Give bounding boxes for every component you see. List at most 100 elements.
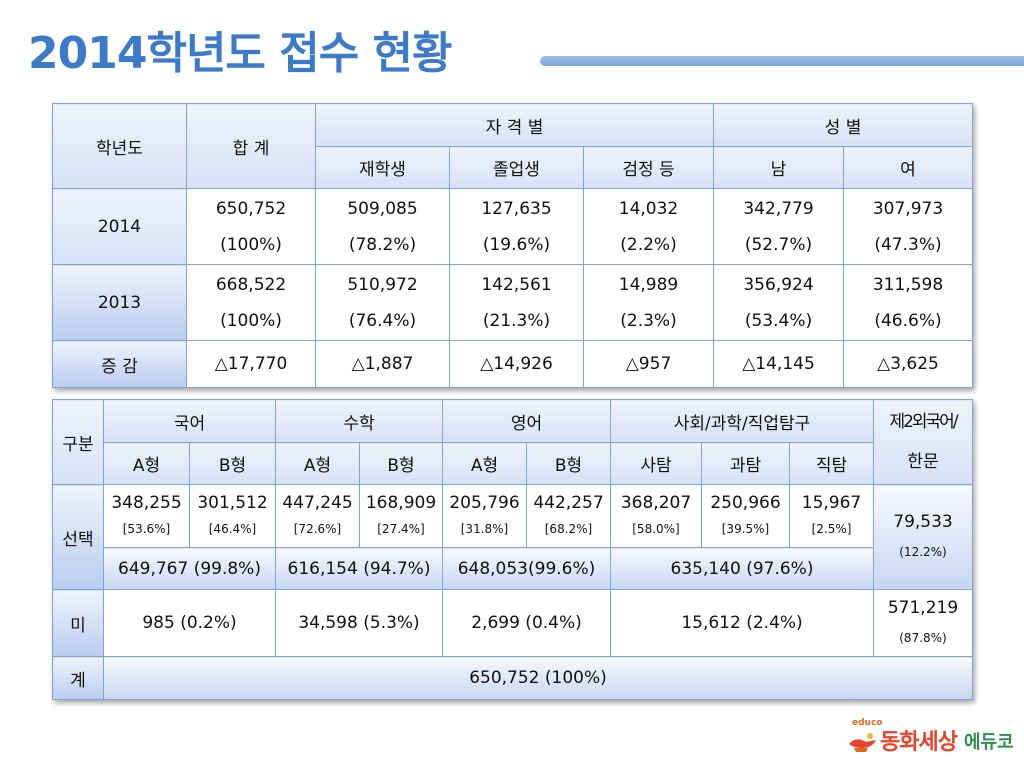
- value-number: 79,533: [893, 512, 953, 532]
- value-percent: (2.3%): [620, 310, 677, 331]
- value-percent: (19.6%): [482, 234, 551, 255]
- value-percent: (12.2%): [899, 545, 947, 559]
- table-row-total: 계 650,752 (100%): [52, 656, 973, 700]
- header-foreign-line2: 한문: [907, 452, 939, 472]
- grand-total: 650,752 (100%): [103, 656, 973, 700]
- value-percent: (52.7%): [744, 234, 813, 255]
- value-percent: [68.2%]: [544, 522, 593, 536]
- value-number: 348,255: [111, 493, 182, 513]
- value-number: 342,779: [743, 198, 814, 219]
- difference-total: △17,770: [186, 340, 316, 388]
- table-row: 미 985 (0.2%) 34,598 (5.3%) 2,699 (0.4%) …: [52, 589, 973, 657]
- value-percent: [39.5%]: [721, 522, 770, 536]
- value-cell: 168,909 [27.4%]: [359, 484, 443, 548]
- value-cell: 668,522 (100%): [186, 264, 316, 341]
- value-percent: (53.4%): [744, 310, 813, 331]
- row-select-label: 선택: [52, 484, 104, 590]
- header-year: 학년도: [52, 103, 187, 189]
- logo-sub-text: 에듀코: [964, 732, 1014, 753]
- header-english-a: A형: [442, 442, 527, 485]
- difference-ged: △957: [583, 340, 714, 388]
- table-row: 2013 668,522 (100%) 510,972 (76.4%) 142,56…: [52, 264, 973, 341]
- difference-female: △3,625: [843, 340, 973, 388]
- value-number: 307,973: [872, 198, 944, 219]
- row-year: 2013: [52, 264, 187, 341]
- unselected-math: 34,598 (5.3%): [275, 589, 443, 657]
- subject-selection-table: 구분 국어 수학 영어 사회/과학/직업탐구 제2외국어/ 한문 A형 B형 A…: [52, 399, 973, 700]
- value-percent: (100%): [220, 310, 282, 331]
- row-unselected-label: 미: [52, 589, 104, 657]
- value-number: 127,635: [481, 198, 552, 219]
- logo-small-text: educo: [852, 718, 883, 728]
- value-percent: (2.2%): [620, 234, 677, 255]
- value-cell: 205,796 [31.8%]: [442, 484, 527, 548]
- value-number: 650,752: [215, 198, 287, 219]
- header-foreign-line1: 제2외국어/: [889, 412, 958, 432]
- value-number: 356,924: [743, 274, 814, 295]
- table-row: 649,767 (99.8%) 616,154 (94.7%) 648,053(…: [53, 547, 973, 590]
- difference-male: △14,145: [713, 340, 844, 388]
- header-foreign-language: 제2외국어/ 한문: [873, 399, 973, 485]
- value-cell: 14,032 (2.2%): [583, 188, 714, 265]
- row-difference-label: 증 감: [52, 340, 187, 388]
- value-number: 14,989: [618, 274, 679, 295]
- header-male: 남: [713, 146, 844, 189]
- table-row-difference: 증 감 △17,770 △1,887 △14,926 △957 △14,145 …: [52, 340, 973, 388]
- value-cell: 342,779 (52.7%): [713, 188, 844, 265]
- header-category: 구분: [52, 399, 104, 485]
- header-graduate: 졸업생: [449, 146, 584, 189]
- select-total-math: 616,154 (94.7%): [275, 547, 443, 590]
- logo-main-text: 동화세상: [880, 730, 958, 755]
- value-number: 447,245: [282, 493, 353, 513]
- value-cell: 356,924 (53.4%): [713, 264, 844, 341]
- unselected-korean: 985 (0.2%): [103, 589, 276, 657]
- unselected-foreign: 571,219 (87.8%): [873, 589, 973, 657]
- header-korean-a: A형: [103, 442, 190, 485]
- value-cell: 348,255 [53.6%]: [103, 484, 190, 548]
- registration-by-year-table: 학년도 합 계 자 격 별 성 별 재학생 졸업생 검정 등 남 여 2014 …: [52, 103, 973, 388]
- lamp-icon: [849, 733, 876, 752]
- value-percent: (21.3%): [482, 310, 551, 331]
- value-percent: (87.8%): [899, 631, 947, 645]
- value-number: 14,032: [618, 198, 679, 219]
- value-cell: 368,207 [58.0%]: [610, 484, 702, 548]
- select-total-korean: 649,767 (99.8%): [103, 547, 276, 590]
- value-percent: [53.6%]: [122, 522, 171, 536]
- value-number: 205,796: [449, 493, 520, 513]
- value-cell: 127,635 (19.6%): [449, 188, 584, 265]
- value-number: 311,598: [872, 274, 944, 295]
- value-percent: (76.4%): [348, 310, 417, 331]
- value-number: 442,257: [533, 493, 604, 513]
- value-cell: 14,989 (2.3%): [583, 264, 714, 341]
- select-total-inquiry: 635,140 (97.6%): [610, 547, 874, 590]
- value-percent: (78.2%): [348, 234, 417, 255]
- value-percent: [31.8%]: [460, 522, 509, 536]
- value-percent: [46.4%]: [208, 522, 257, 536]
- value-cell: 510,972 (76.4%): [315, 264, 450, 341]
- header-math-a: A형: [275, 442, 360, 485]
- header-math: 수학: [275, 399, 443, 443]
- value-number: 509,085: [347, 198, 418, 219]
- header-total: 합 계: [186, 103, 316, 189]
- page-title: 2014학년도 접수 현황: [28, 28, 452, 79]
- value-percent: (100%): [220, 234, 282, 255]
- value-cell: 447,245 [72.6%]: [275, 484, 360, 548]
- header-korean: 국어: [103, 399, 276, 443]
- select-total-english: 648,053(99.6%): [442, 547, 611, 590]
- value-number: 668,522: [215, 274, 287, 295]
- value-percent: (47.3%): [874, 234, 942, 255]
- value-number: 510,972: [347, 274, 418, 295]
- value-cell: 509,085 (78.2%): [315, 188, 450, 265]
- value-percent: [2.5%]: [811, 522, 852, 536]
- value-percent: [27.4%]: [377, 522, 425, 536]
- header-math-b: B형: [359, 442, 443, 485]
- value-percent: (46.6%): [874, 310, 942, 331]
- value-cell: 442,257 [68.2%]: [526, 484, 611, 548]
- header-science-inquiry: 과탐: [701, 442, 790, 485]
- row-year: 2014: [52, 188, 187, 265]
- header-qualification: 자 격 별: [315, 103, 714, 147]
- header-korean-b: B형: [189, 442, 276, 485]
- value-cell: 250,966 [39.5%]: [701, 484, 790, 548]
- header-gender: 성 별: [713, 103, 973, 147]
- row-total-label: 계: [52, 656, 104, 700]
